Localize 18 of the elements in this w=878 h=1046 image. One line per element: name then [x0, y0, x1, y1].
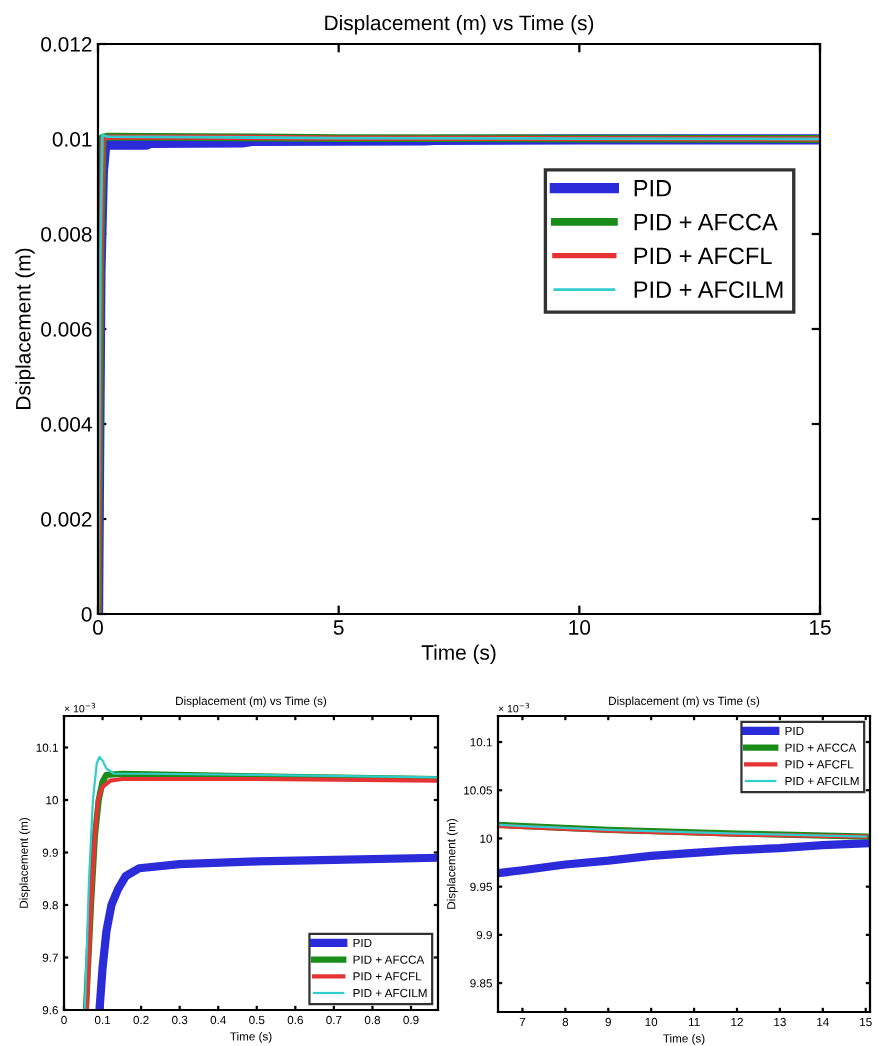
y-tick-label: 0.012: [41, 37, 92, 52]
legend-label: PID + AFCCA: [634, 213, 778, 231]
legend-label: PID + AFCILM: [634, 281, 783, 299]
y-tick-label: 0.002: [41, 512, 92, 527]
x-tick-label: 0: [93, 620, 103, 635]
legend-label: PID: [634, 180, 671, 197]
legend-label: PID + AFCFL: [634, 247, 772, 265]
x-tick-label: 15: [810, 620, 831, 635]
chart-title: Displacement (m) vs Time (s): [325, 15, 594, 35]
y-tick-label: 0.008: [41, 227, 92, 242]
y-tick-label: 0.01: [52, 132, 92, 147]
y-axis-title: Dsiplacement (m): [15, 248, 35, 409]
x-axis-title: Time (s): [421, 644, 496, 664]
y-tick-label: 0.006: [41, 322, 92, 337]
x-tick-label: 5: [333, 620, 344, 635]
y-tick-label: 0.004: [41, 417, 92, 432]
x-tick-label: 10: [569, 620, 591, 635]
y-tick-label: 0: [81, 607, 92, 622]
